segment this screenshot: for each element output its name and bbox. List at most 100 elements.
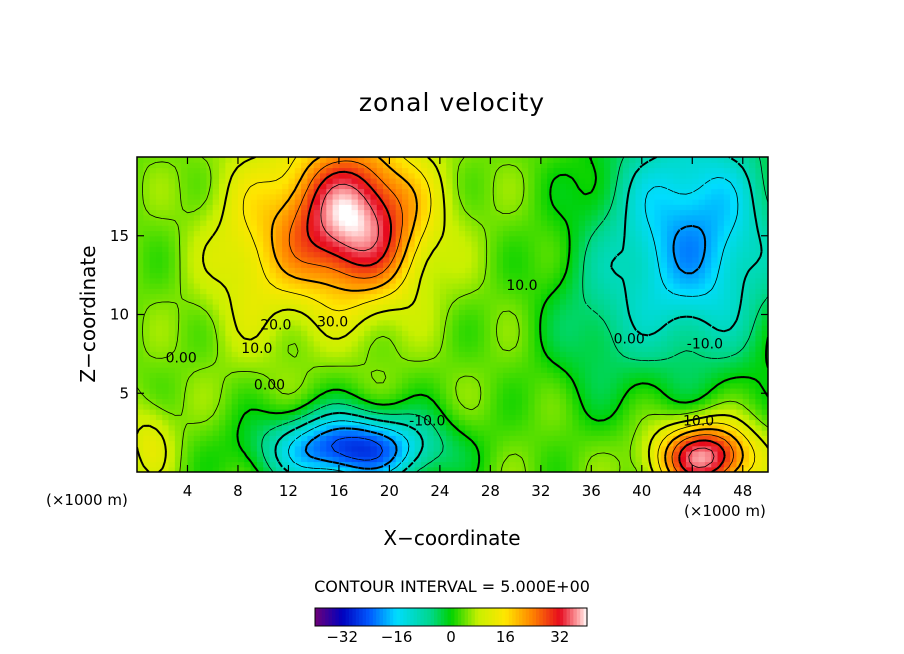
field-cell <box>578 214 586 221</box>
field-cell <box>282 246 290 253</box>
field-cell <box>730 346 738 352</box>
field-cell <box>591 361 599 368</box>
field-cell <box>326 372 334 379</box>
field-cell <box>521 304 529 310</box>
field-cell <box>679 235 687 242</box>
field-cell <box>143 304 151 310</box>
field-cell <box>698 440 706 447</box>
field-cell <box>370 377 378 384</box>
field-cell <box>338 267 346 274</box>
field-cell <box>673 430 681 436</box>
field-cell <box>673 367 681 373</box>
field-cell <box>263 403 271 410</box>
field-cell <box>307 209 315 216</box>
field-cell <box>761 214 768 221</box>
field-cell <box>641 330 649 337</box>
field-cell <box>301 456 308 463</box>
field-cell <box>673 440 681 447</box>
field-cell <box>244 330 252 337</box>
field-cell <box>585 288 592 295</box>
field-cell <box>370 461 378 468</box>
field-cell <box>723 330 731 337</box>
field-cell <box>736 214 744 221</box>
field-cell <box>301 283 308 289</box>
field-cell <box>439 314 447 321</box>
field-cell <box>143 461 151 468</box>
field-cell <box>351 398 359 405</box>
field-cell <box>673 235 681 242</box>
field-cell <box>629 451 637 457</box>
field-cell <box>269 445 277 452</box>
field-cell <box>553 272 561 279</box>
field-cell <box>319 267 327 274</box>
field-cell <box>559 435 567 442</box>
field-cell <box>427 267 435 274</box>
field-cell <box>755 262 763 268</box>
field-cell <box>723 262 731 268</box>
field-cell <box>704 251 712 258</box>
field-cell <box>704 403 712 410</box>
field-cell <box>515 220 523 226</box>
field-cell <box>319 225 327 232</box>
field-cell <box>137 335 144 342</box>
field-cell <box>225 314 233 321</box>
field-cell <box>370 403 378 410</box>
field-cell <box>181 388 189 394</box>
field-cell <box>402 409 409 415</box>
field-cell <box>408 330 416 337</box>
field-cell <box>597 335 605 342</box>
field-cell <box>540 230 548 237</box>
field-cell <box>351 251 359 258</box>
field-cell <box>704 451 712 457</box>
field-cell <box>162 382 170 389</box>
field-cell <box>250 288 258 295</box>
field-cell <box>547 235 555 242</box>
field-cell <box>585 409 592 415</box>
field-cell <box>534 288 542 295</box>
field-cell <box>137 377 144 384</box>
field-cell <box>597 372 605 379</box>
field-cell <box>597 225 605 232</box>
field-cell <box>256 419 264 426</box>
field-cell <box>610 230 618 237</box>
field-cell <box>288 335 296 342</box>
field-cell <box>187 335 195 342</box>
field-cell <box>357 403 365 410</box>
field-cell <box>307 330 315 337</box>
field-cell <box>364 220 372 226</box>
field-cell <box>200 277 208 284</box>
field-cell <box>408 304 416 310</box>
field-cell <box>338 340 346 347</box>
field-cell <box>402 393 409 400</box>
field-cell <box>553 209 561 216</box>
field-cell <box>389 330 397 337</box>
field-cell <box>641 267 649 274</box>
field-cell <box>534 393 542 400</box>
field-cell <box>484 414 491 421</box>
field-cell <box>622 277 630 284</box>
field-cell <box>231 382 239 389</box>
field-cell <box>168 398 176 405</box>
field-cell <box>755 288 763 295</box>
field-cell <box>502 451 510 457</box>
field-cell <box>206 414 214 421</box>
field-cell <box>288 382 296 389</box>
field-cell <box>288 319 296 326</box>
field-cell <box>244 309 252 316</box>
field-cell <box>629 351 637 358</box>
field-cell <box>446 466 454 472</box>
field-cell <box>521 424 529 431</box>
field-cell <box>755 398 763 405</box>
field-cell <box>660 430 668 436</box>
field-cell <box>364 241 372 247</box>
field-cell <box>187 262 195 268</box>
field-cell <box>225 382 233 389</box>
field-cell <box>471 330 479 337</box>
field-cell <box>313 304 321 310</box>
field-cell <box>667 330 674 337</box>
field-cell <box>338 372 346 379</box>
field-cell <box>250 461 258 468</box>
field-cell <box>301 293 308 300</box>
field-cell <box>225 230 233 237</box>
field-cell <box>351 424 359 431</box>
